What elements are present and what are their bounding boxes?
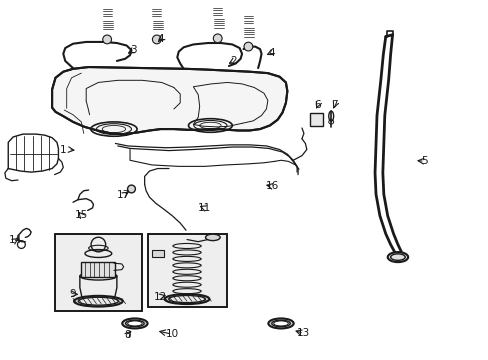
Circle shape (244, 42, 252, 51)
Bar (148, 234, 226, 307)
Ellipse shape (387, 252, 407, 262)
Text: 6: 6 (314, 100, 320, 111)
Text: 10: 10 (165, 329, 179, 339)
Ellipse shape (164, 294, 209, 304)
Circle shape (152, 35, 161, 44)
Circle shape (213, 34, 222, 43)
Ellipse shape (125, 320, 144, 327)
Circle shape (127, 185, 135, 193)
Text: 13: 13 (297, 328, 310, 338)
Text: 1: 1 (60, 144, 66, 154)
Text: 5: 5 (421, 156, 427, 166)
Text: 12: 12 (154, 292, 167, 302)
Bar (81, 262, 115, 277)
Polygon shape (52, 67, 287, 134)
Text: 11: 11 (198, 203, 211, 213)
Text: 4: 4 (157, 35, 163, 44)
Circle shape (102, 35, 111, 44)
Text: 16: 16 (265, 181, 279, 192)
Ellipse shape (205, 234, 220, 240)
Text: 15: 15 (75, 210, 88, 220)
Text: 9: 9 (70, 289, 76, 299)
Ellipse shape (78, 297, 118, 305)
Text: 8: 8 (124, 330, 131, 340)
Text: 4: 4 (267, 48, 274, 58)
Text: 7: 7 (331, 100, 337, 111)
Text: 17: 17 (117, 190, 130, 200)
Bar (55, 234, 142, 311)
Ellipse shape (74, 296, 122, 307)
Text: 2: 2 (230, 56, 237, 66)
Text: 14: 14 (9, 235, 22, 245)
Ellipse shape (268, 319, 293, 328)
Ellipse shape (168, 296, 205, 303)
Text: 3: 3 (130, 45, 137, 55)
Bar (152, 250, 164, 257)
Bar (148, 234, 226, 307)
Ellipse shape (271, 320, 290, 327)
Bar (55, 234, 142, 311)
Bar (309, 113, 323, 126)
Ellipse shape (122, 319, 147, 328)
